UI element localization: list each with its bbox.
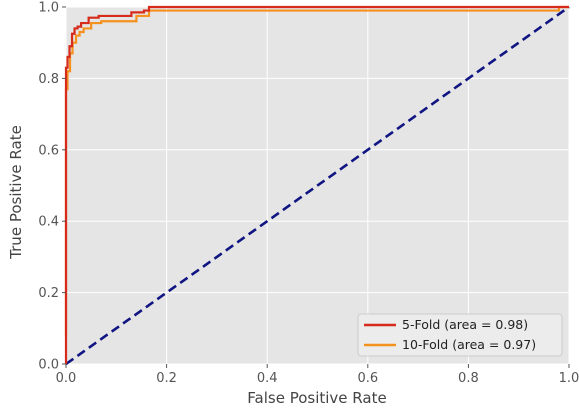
y-tick-label: 0.2	[38, 286, 59, 301]
series-layer	[64, 5, 570, 366]
x-tick-label: 0.2	[156, 371, 177, 386]
x-tick-label: 0.0	[56, 371, 77, 386]
legend-box	[357, 313, 563, 357]
series-line-5-fold	[64, 5, 569, 364]
y-tick-label: 0.8	[38, 72, 59, 87]
legend-label-5-fold: 5-Fold (area = 0.98)	[402, 317, 528, 332]
series-line-10-fold	[64, 5, 569, 336]
legend-label-10-fold: 10-Fold (area = 0.97)	[402, 337, 536, 352]
legend: 5-Fold (area = 0.98) 10-Fold (area = 0.9…	[357, 313, 563, 357]
y-tick-label: 0.4	[38, 215, 59, 230]
y-tick-label: 1.0	[38, 1, 59, 16]
x-axis-label: False Positive Rate	[247, 389, 386, 407]
gridlines	[65, 6, 570, 365]
y-tick-label: 0.0	[38, 358, 59, 373]
y-axis-label: True Positive Rate	[7, 125, 25, 260]
x-tick-label: 1.0	[559, 371, 579, 386]
ticks-layer: 0.0 0.2 0.4 0.6 0.8 1.0 0.0 0.2 0.4 0.6 0.8 1.0	[38, 1, 579, 387]
chance-diagonal-line	[65, 5, 570, 366]
x-tick-label: 0.4	[257, 371, 278, 386]
x-tick-label: 0.6	[357, 371, 378, 386]
y-tick-label: 0.6	[38, 143, 59, 158]
x-tick-label: 0.8	[458, 371, 479, 386]
